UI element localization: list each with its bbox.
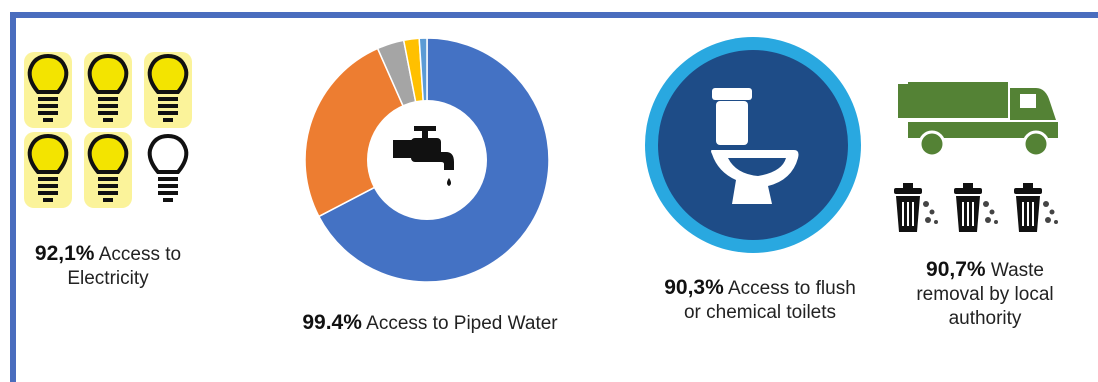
electricity-value: 92,1% <box>34 242 95 265</box>
electricity-panel: 92,1% Access to Electricity <box>0 0 260 367</box>
lit-bulb-icon <box>144 52 192 128</box>
toilets-value: 90,3% <box>664 276 724 299</box>
unlit-bulb-icon <box>147 133 189 202</box>
trash-bin-icon <box>894 183 938 232</box>
electricity-label-line1: Access to <box>98 244 182 265</box>
waste-value: 90,7% <box>926 258 986 281</box>
garbage-truck-icon <box>898 82 1058 158</box>
water-label: Access to Piped Water <box>366 313 558 334</box>
tap-icon <box>393 126 454 186</box>
lightbulb-grid <box>24 52 192 208</box>
waste-caption: 90,7% Waste removal by local authority <box>890 258 1080 331</box>
toilet-icon <box>645 37 861 253</box>
toilets-label-line1: Access to flush <box>728 278 856 299</box>
water-panel: 99.4% Access to Piped Water <box>260 0 590 367</box>
trash-bins-row <box>894 183 1058 232</box>
lit-bulb-icon <box>24 52 72 128</box>
toilets-panel: 90,3% Access to flush or chemical toilet… <box>630 0 890 367</box>
infographic-frame <box>10 12 1098 382</box>
waste-label-line2: removal by local <box>916 284 1054 305</box>
lit-bulb-icon <box>84 52 132 128</box>
water-caption: 99.4% Access to Piped Water <box>280 311 580 336</box>
trash-bin-icon <box>1014 183 1058 232</box>
waste-label-line3: authority <box>948 308 1022 329</box>
waste-label-line1: Waste <box>990 260 1044 281</box>
toilets-caption: 90,3% Access to flush or chemical toilet… <box>645 276 875 325</box>
lit-bulb-icon <box>24 132 72 208</box>
lit-bulb-icon <box>84 132 132 208</box>
water-donut-chart <box>304 37 550 283</box>
toilets-label-line2: or chemical toilets <box>683 302 837 323</box>
electricity-label-line2: Electricity <box>67 268 149 289</box>
trash-bin-icon <box>954 183 998 232</box>
electricity-caption: 92,1% Access to Electricity <box>18 242 198 291</box>
waste-panel: 90,7% Waste removal by local authority <box>880 0 1098 367</box>
water-value: 99.4% <box>302 311 362 334</box>
